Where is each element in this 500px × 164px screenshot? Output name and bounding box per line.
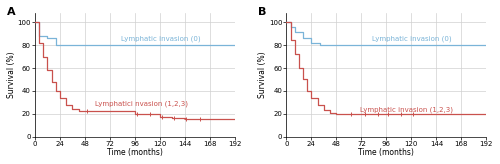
Text: A: A	[7, 7, 16, 17]
Y-axis label: Survival (%): Survival (%)	[258, 51, 268, 98]
X-axis label: Time (months): Time (months)	[107, 148, 163, 157]
Text: Lymphatic invasion (1,2,3): Lymphatic invasion (1,2,3)	[360, 107, 454, 113]
X-axis label: Time (months): Time (months)	[358, 148, 414, 157]
Text: B: B	[258, 7, 267, 17]
Text: Lymphatic invasion (0): Lymphatic invasion (0)	[372, 35, 452, 42]
Text: Lymphatic invasion (0): Lymphatic invasion (0)	[121, 35, 200, 42]
Y-axis label: Survival (%): Survival (%)	[7, 51, 16, 98]
Text: Lymphatici nvasion (1,2,3): Lymphatici nvasion (1,2,3)	[95, 101, 188, 107]
